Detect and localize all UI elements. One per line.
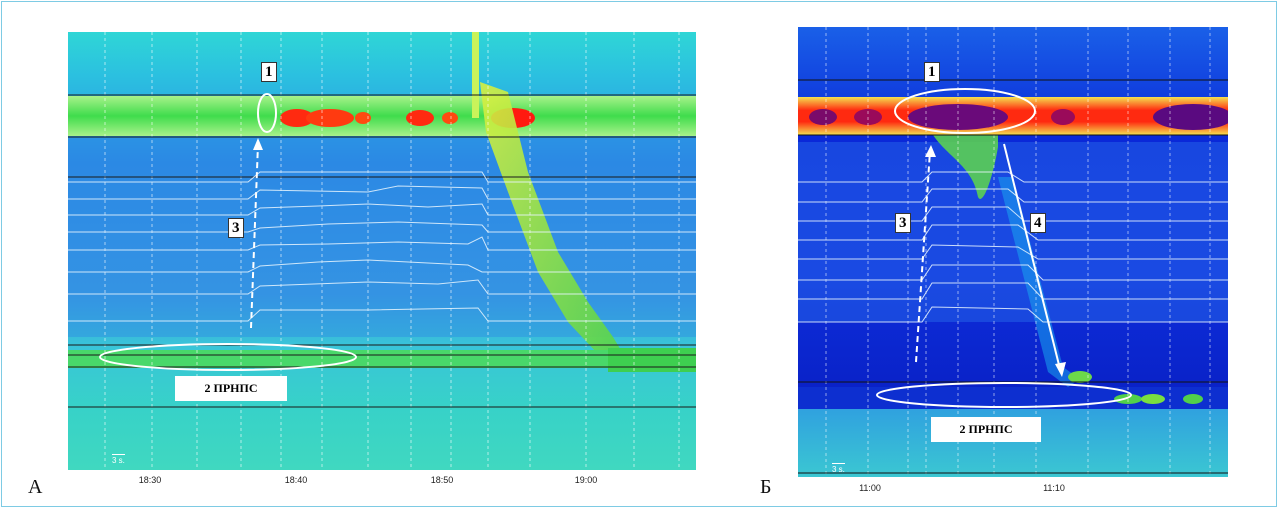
marker-1-label: 1 <box>261 62 277 82</box>
marker-1-label: 1 <box>924 62 940 82</box>
time-tick: 11:00 <box>859 483 881 493</box>
band-hotspot <box>280 109 314 127</box>
marker-4-arrowhead <box>1055 362 1066 377</box>
marker-3-arrowhead <box>925 145 936 157</box>
band-hotspot <box>406 110 434 126</box>
band-blob <box>1183 394 1203 404</box>
marker-3-arrow <box>250 143 259 329</box>
marker-3-label: 3 <box>895 213 911 233</box>
panel-a-letter: А <box>28 476 43 498</box>
time-tick: 18:40 <box>284 475 308 485</box>
waterfall-b-graphic <box>798 27 1228 477</box>
time-tick: 19:00 <box>574 475 598 485</box>
marker-4-arrow <box>1003 143 1061 370</box>
waterfall-panel-b: 1 3 4 2 ПРНПС 3 s. <box>798 27 1228 477</box>
scale-bar: 3 s. <box>112 454 125 465</box>
band-hotspot <box>306 109 354 127</box>
marker-3-arrowhead <box>253 138 263 150</box>
panel-b-letter: Б <box>760 476 772 498</box>
scale-bar: 3 s. <box>832 463 845 474</box>
band-core <box>1051 109 1075 125</box>
region-ellipse <box>99 343 357 371</box>
waterfall-a-graphic <box>68 32 696 470</box>
marker-3-arrow <box>915 150 931 363</box>
marker-1-ellipse <box>894 88 1036 134</box>
marker-4-label: 4 <box>1030 213 1046 233</box>
band-core <box>1153 104 1228 130</box>
region-label: 2 ПРНПС <box>175 376 287 401</box>
marker-3-label: 3 <box>228 218 244 238</box>
band-hotspot <box>442 112 458 124</box>
time-tick: 18:30 <box>138 475 162 485</box>
green-drip <box>933 135 998 199</box>
marker-1-ellipse <box>257 93 277 133</box>
band-hotspot <box>355 112 371 124</box>
waterfall-panel-a: 1 3 2 ПРНПС 3 s. <box>68 32 696 470</box>
band-blob <box>1141 394 1165 404</box>
time-tick: 11:10 <box>1043 483 1065 493</box>
region-ellipse <box>876 382 1132 408</box>
region-label: 2 ПРНПС <box>931 417 1041 442</box>
diagonal-streak <box>480 82 628 370</box>
time-tick: 18:50 <box>430 475 454 485</box>
band-core <box>809 109 837 125</box>
